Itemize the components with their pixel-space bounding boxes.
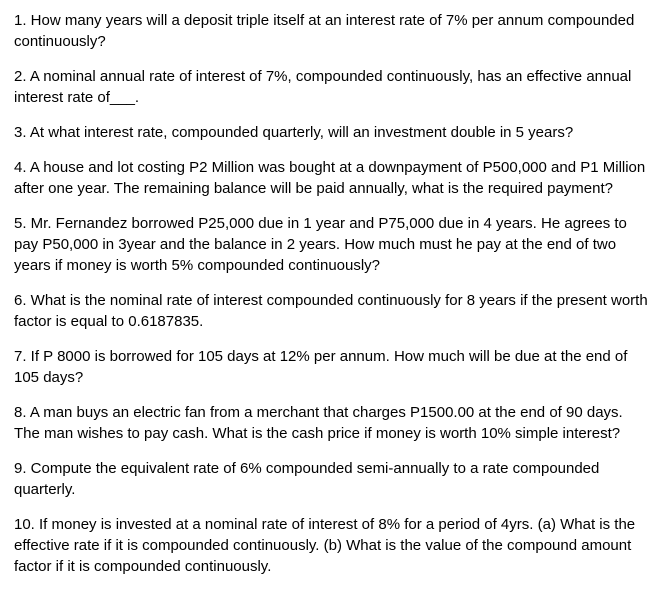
question-1: 1. How many years will a deposit triple … (14, 10, 651, 52)
question-10: 10. If money is invested at a nominal ra… (14, 514, 651, 577)
question-6: 6. What is the nominal rate of interest … (14, 290, 651, 332)
question-5: 5. Mr. Fernandez borrowed P25,000 due in… (14, 213, 651, 276)
question-9: 9. Compute the equivalent rate of 6% com… (14, 458, 651, 500)
question-8: 8. A man buys an electric fan from a mer… (14, 402, 651, 444)
question-4: 4. A house and lot costing P2 Million wa… (14, 157, 651, 199)
question-7: 7. If P 8000 is borrowed for 105 days at… (14, 346, 651, 388)
question-3: 3. At what interest rate, compounded qua… (14, 122, 651, 143)
question-2: 2. A nominal annual rate of interest of … (14, 66, 651, 108)
